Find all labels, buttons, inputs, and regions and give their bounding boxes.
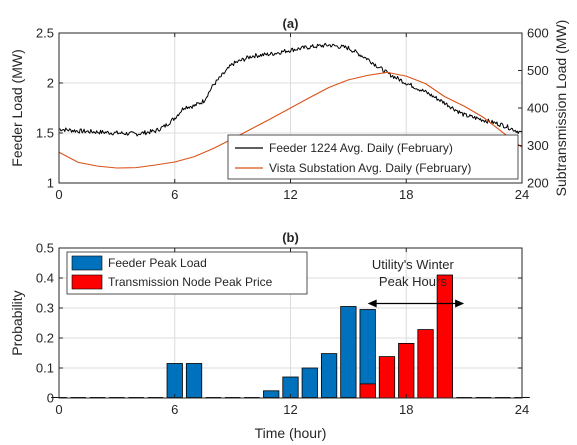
legend-box-a xyxy=(227,134,519,180)
y-tick-label: 2 xyxy=(47,76,54,91)
annotation-text: Peak Hours xyxy=(379,274,447,289)
annotation-text: Utility's Winter xyxy=(372,257,455,272)
y2-axis-label-a: Subtransmission Load (MW) xyxy=(553,20,569,197)
y2-tick-label: 600 xyxy=(527,26,549,41)
bar-feeder-h13 xyxy=(301,367,318,399)
x-tick-label: 18 xyxy=(399,187,413,202)
panel-title-b: (b) xyxy=(282,230,299,245)
y-tick-label: 0.5 xyxy=(36,241,54,256)
panel-title-a: (a) xyxy=(283,16,299,31)
legend-label: Feeder 1224 Avg. Daily (February) xyxy=(269,141,453,155)
bar-price-h19 xyxy=(417,329,434,399)
y2-tick-label: 300 xyxy=(527,138,549,153)
legend-label: Transmission Node Peak Price xyxy=(108,275,273,289)
annotation-arrowhead-left xyxy=(367,299,377,308)
bar-feeder-h14 xyxy=(320,353,338,399)
legend-swatch xyxy=(71,274,103,290)
legend-label: Vista Substation Avg. Daily (February) xyxy=(269,161,471,175)
y-tick-label: 2.5 xyxy=(36,26,54,41)
y-tick-label: 0.1 xyxy=(36,361,54,376)
y-tick-label: 1.5 xyxy=(36,126,54,141)
bar-price-h20 xyxy=(436,274,453,399)
y2-tick-label: 500 xyxy=(527,63,549,78)
x-axis-label-b: Time (hour) xyxy=(255,425,327,441)
x-tick-label: 24 xyxy=(515,402,529,417)
x-tick-label: 24 xyxy=(515,187,529,202)
series-line-0 xyxy=(58,42,523,137)
bar-feeder-h6 xyxy=(166,363,183,399)
bar-feeder-h11 xyxy=(263,390,280,399)
legend-box-b xyxy=(66,251,308,295)
legend-label: Feeder Peak Load xyxy=(108,256,207,270)
bar-price-h16 xyxy=(359,383,376,399)
y-tick-label: 0.2 xyxy=(36,331,54,346)
x-tick-label: 6 xyxy=(171,402,178,417)
x-tick-label: 12 xyxy=(283,402,297,417)
y2-tick-label: 200 xyxy=(527,176,549,191)
bar-price-h17 xyxy=(378,356,396,399)
y-tick-label: 0 xyxy=(47,391,54,406)
legend-swatch xyxy=(71,255,103,271)
y-tick-label: 0.4 xyxy=(36,271,54,286)
x-tick-label: 18 xyxy=(399,402,413,417)
y2-tick-label: 400 xyxy=(527,101,549,116)
y-tick-label: 0.3 xyxy=(36,301,54,316)
x-tick-label: 0 xyxy=(55,187,62,202)
annotation-arrowhead-right xyxy=(455,299,465,308)
bar-feeder-h7 xyxy=(185,363,203,399)
bar-feeder-h15 xyxy=(340,306,357,399)
x-tick-label: 12 xyxy=(283,187,297,202)
x-tick-label: 6 xyxy=(171,187,178,202)
y-axis-label-b: Probability xyxy=(9,290,25,355)
y-axis-label-a: Feeder Load (MW) xyxy=(9,49,25,166)
bar-price-h18 xyxy=(398,342,415,399)
y-tick-label: 1 xyxy=(47,176,54,191)
x-tick-label: 0 xyxy=(55,402,62,417)
series-line-1 xyxy=(58,71,523,169)
